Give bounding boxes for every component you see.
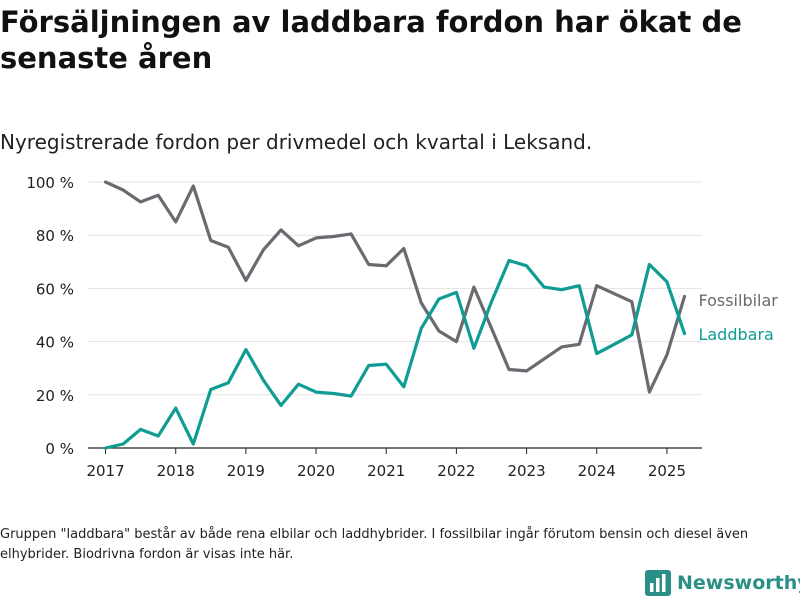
y-tick-label: 20 % bbox=[36, 387, 74, 405]
axes: 0 % 20 % 40 % 60 % 80 % 100 % 2017 2018 2019 2020… bbox=[26, 174, 702, 480]
grid-lines bbox=[88, 181, 702, 396]
y-tick-label: 0 % bbox=[45, 440, 74, 458]
x-tick-label: 2025 bbox=[648, 462, 686, 480]
chart-title: Försäljningen av laddbara fordon har öka… bbox=[0, 5, 742, 75]
y-tick-label: 80 % bbox=[36, 227, 74, 245]
series-label-laddbara: Laddbara bbox=[698, 325, 773, 344]
x-tick-label: 2021 bbox=[367, 462, 405, 480]
x-tick-label: 2019 bbox=[227, 462, 265, 480]
y-tick-label: 60 % bbox=[36, 280, 74, 298]
x-tick-label: 2020 bbox=[297, 462, 335, 480]
chart-subtitle: Nyregistrerade fordon per drivmedel och … bbox=[0, 130, 593, 154]
x-tick-label: 2018 bbox=[157, 462, 195, 480]
series-label-fossilbilar: Fossilbilar bbox=[698, 291, 778, 310]
series-line-laddbara bbox=[103, 258, 687, 450]
line-chart: 0 % 20 % 40 % 60 % 80 % 100 % 2017 2018 2019 2020… bbox=[26, 174, 778, 480]
bar-chart-logo-icon bbox=[645, 570, 671, 596]
newsworthy-logo: Newsworthy bbox=[645, 568, 800, 598]
series-line-fossilbilar bbox=[103, 180, 687, 394]
series-lines bbox=[103, 180, 687, 450]
y-tick-label: 100 % bbox=[26, 174, 74, 192]
brand-name: Newsworthy bbox=[677, 572, 800, 594]
y-tick-label: 40 % bbox=[36, 334, 74, 352]
series-labels: Fossilbilar Laddbara bbox=[698, 291, 778, 344]
x-tick-label: 2022 bbox=[437, 462, 475, 480]
footnote: Gruppen "laddbara" består av både rena e… bbox=[0, 527, 749, 562]
x-tick-label: 2017 bbox=[86, 462, 124, 480]
x-tick-label: 2024 bbox=[578, 462, 616, 480]
x-tick-label: 2023 bbox=[507, 462, 545, 480]
